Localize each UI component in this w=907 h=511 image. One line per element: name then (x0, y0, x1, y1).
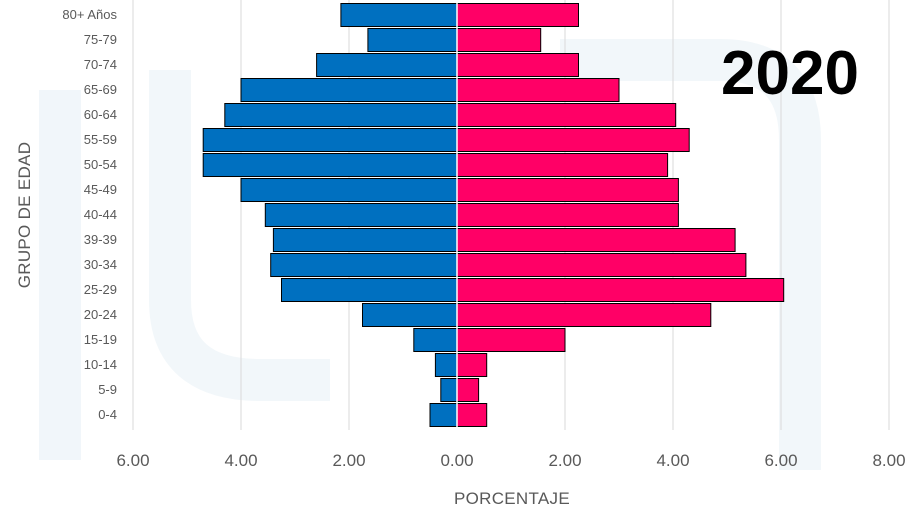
bar-right (456, 153, 669, 177)
x-tick-label: 6.00 (116, 451, 149, 470)
bar-right (456, 128, 690, 152)
y-tick-labels: 0-4 5-9 10-14 15-19 20-24 25-29 30-34 39-39 40-4… (62, 7, 117, 422)
bar-left (413, 328, 458, 352)
y-tick-label: 30-34 (84, 257, 117, 272)
bar-right (456, 178, 679, 202)
bar-right (456, 228, 736, 252)
bar-left (264, 203, 458, 227)
x-tick-label: 6.00 (764, 451, 797, 470)
bar-right (456, 28, 542, 52)
bar-right (456, 53, 579, 77)
y-tick-label: 65-69 (84, 82, 117, 97)
bar-right (456, 353, 488, 377)
bar-right (456, 278, 785, 302)
bar-right (456, 78, 620, 102)
bar-left (202, 153, 458, 177)
x-tick-label: 8.00 (872, 451, 905, 470)
bar-right (456, 103, 677, 127)
bar-right (456, 403, 488, 427)
x-axis-title: PORCENTAJE (454, 489, 570, 508)
bar-right (456, 328, 566, 352)
y-tick-label: 60-64 (84, 107, 117, 122)
bar-left (429, 403, 458, 427)
bar-left (202, 128, 458, 152)
y-tick-label: 5-9 (98, 382, 117, 397)
bar-left (434, 353, 458, 377)
y-tick-label: 55-59 (84, 132, 117, 147)
y-tick-label: 80+ Años (62, 7, 117, 22)
y-tick-label: 45-49 (84, 182, 117, 197)
bar-left (440, 378, 458, 402)
y-tick-label: 20-24 (84, 307, 117, 322)
y-axis-title: GRUPO DE EDAD (15, 142, 34, 289)
y-tick-label: 39-39 (84, 232, 117, 247)
x-tick-label: 4.00 (656, 451, 689, 470)
bar-right (456, 253, 747, 277)
x-tick-label: 0.00 (440, 451, 473, 470)
y-tick-label: 70-74 (84, 57, 117, 72)
y-tick-label: 25-29 (84, 282, 117, 297)
bar-left (224, 103, 458, 127)
y-tick-label: 75-79 (84, 32, 117, 47)
bar-left (340, 3, 458, 27)
bar-left (272, 228, 458, 252)
x-tick-labels: 6.00 4.00 2.00 0.00 2.00 4.00 6.00 8.00 (116, 451, 905, 470)
bar-left (281, 278, 458, 302)
y-tick-label: 50-54 (84, 157, 117, 172)
bar-right (456, 203, 679, 227)
x-tick-label: 4.00 (224, 451, 257, 470)
bar-left (362, 303, 458, 327)
bars (202, 0, 785, 430)
year-label: 2020 (721, 39, 859, 108)
x-tick-label: 2.00 (548, 451, 581, 470)
y-tick-label: 40-44 (84, 207, 117, 222)
y-tick-label: 10-14 (84, 357, 117, 372)
bar-left (367, 28, 458, 52)
bar-right (456, 303, 712, 327)
bar-right (456, 3, 579, 27)
bar-right (456, 378, 480, 402)
bar-left (270, 253, 458, 277)
bar-left (240, 178, 458, 202)
bar-left (240, 78, 458, 102)
y-tick-label: 15-19 (84, 332, 117, 347)
x-tick-label: 2.00 (332, 451, 365, 470)
y-tick-label: 0-4 (98, 407, 117, 422)
bar-left (316, 53, 458, 77)
